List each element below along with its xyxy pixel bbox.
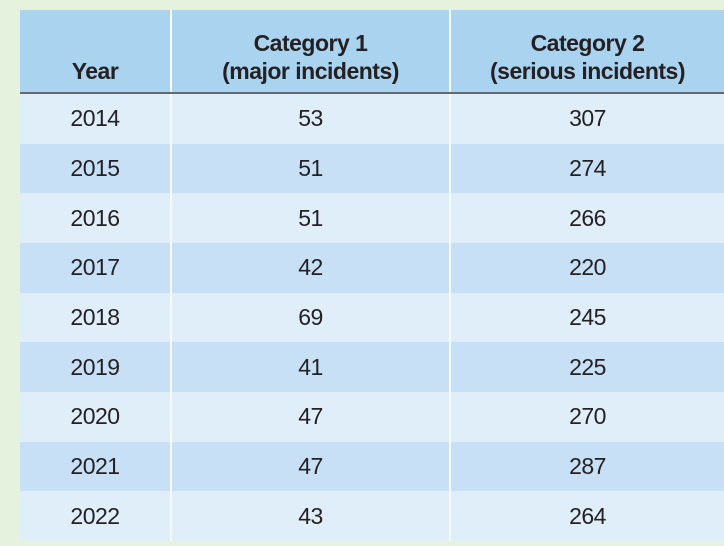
year-cell: 2019 <box>20 342 172 393</box>
category1-cell: 47 <box>172 392 451 442</box>
column-header-year: Year <box>20 10 172 92</box>
table-row: 2015 51 274 <box>20 143 724 194</box>
category1-cell: 43 <box>172 491 451 542</box>
year-cell: 2017 <box>20 243 172 293</box>
category2-cell: 287 <box>569 453 606 480</box>
category2-cell: 270 <box>569 403 606 430</box>
category2-cell: 307 <box>569 105 606 132</box>
column-header-category1: Category 1 (major incidents) <box>172 10 451 92</box>
category2-cell: 264 <box>569 502 606 529</box>
category1-cell: 41 <box>172 342 451 393</box>
column-header-category1-sublabel: (major incidents) <box>222 58 399 84</box>
table-row: 2018 69 245 <box>20 292 724 343</box>
year-cell: 2014 <box>20 94 172 144</box>
category1-cell: 51 <box>172 193 451 244</box>
incidents-table: Year Category 1 (major incidents) Catego… <box>20 10 724 542</box>
table-row: 2021 47 287 <box>20 441 724 492</box>
year-cell: 2015 <box>20 143 172 194</box>
table-row: 2016 51 266 <box>20 193 724 244</box>
table-row: 2020 47 270 <box>20 392 724 442</box>
column-header-category2-sublabel: (serious incidents) <box>490 58 685 84</box>
table-row: 2014 53 307 <box>20 94 724 144</box>
category2-cell: 245 <box>569 304 606 331</box>
category2-cell: 274 <box>569 155 606 181</box>
table-body: 2014 53 307 2015 51 274 2016 51 266 2017… <box>20 94 724 542</box>
column-header-category2-label: Category 2 <box>530 30 645 56</box>
category1-cell: 69 <box>172 292 451 343</box>
column-header-category2: Category 2 (serious incidents) <box>451 10 724 92</box>
category2-cell: 225 <box>569 353 606 380</box>
year-cell: 2018 <box>20 292 172 343</box>
year-cell: 2020 <box>20 392 172 442</box>
category2-cell: 220 <box>569 254 606 281</box>
table-row: 2022 43 264 <box>20 491 724 542</box>
category1-cell: 51 <box>172 143 451 194</box>
category1-cell: 47 <box>172 441 451 492</box>
year-cell: 2016 <box>20 193 172 244</box>
table-row: 2017 42 220 <box>20 243 724 293</box>
category2-cell: 266 <box>569 204 606 231</box>
table-row: 2019 41 225 <box>20 342 724 393</box>
column-header-year-label: Year <box>71 58 119 84</box>
year-cell: 2022 <box>20 491 172 542</box>
category1-cell: 53 <box>172 94 451 144</box>
year-cell: 2021 <box>20 441 172 492</box>
category1-cell: 42 <box>172 243 451 293</box>
table-header-row: Year Category 1 (major incidents) Catego… <box>20 10 724 94</box>
column-header-category1-label: Category 1 <box>253 30 368 56</box>
